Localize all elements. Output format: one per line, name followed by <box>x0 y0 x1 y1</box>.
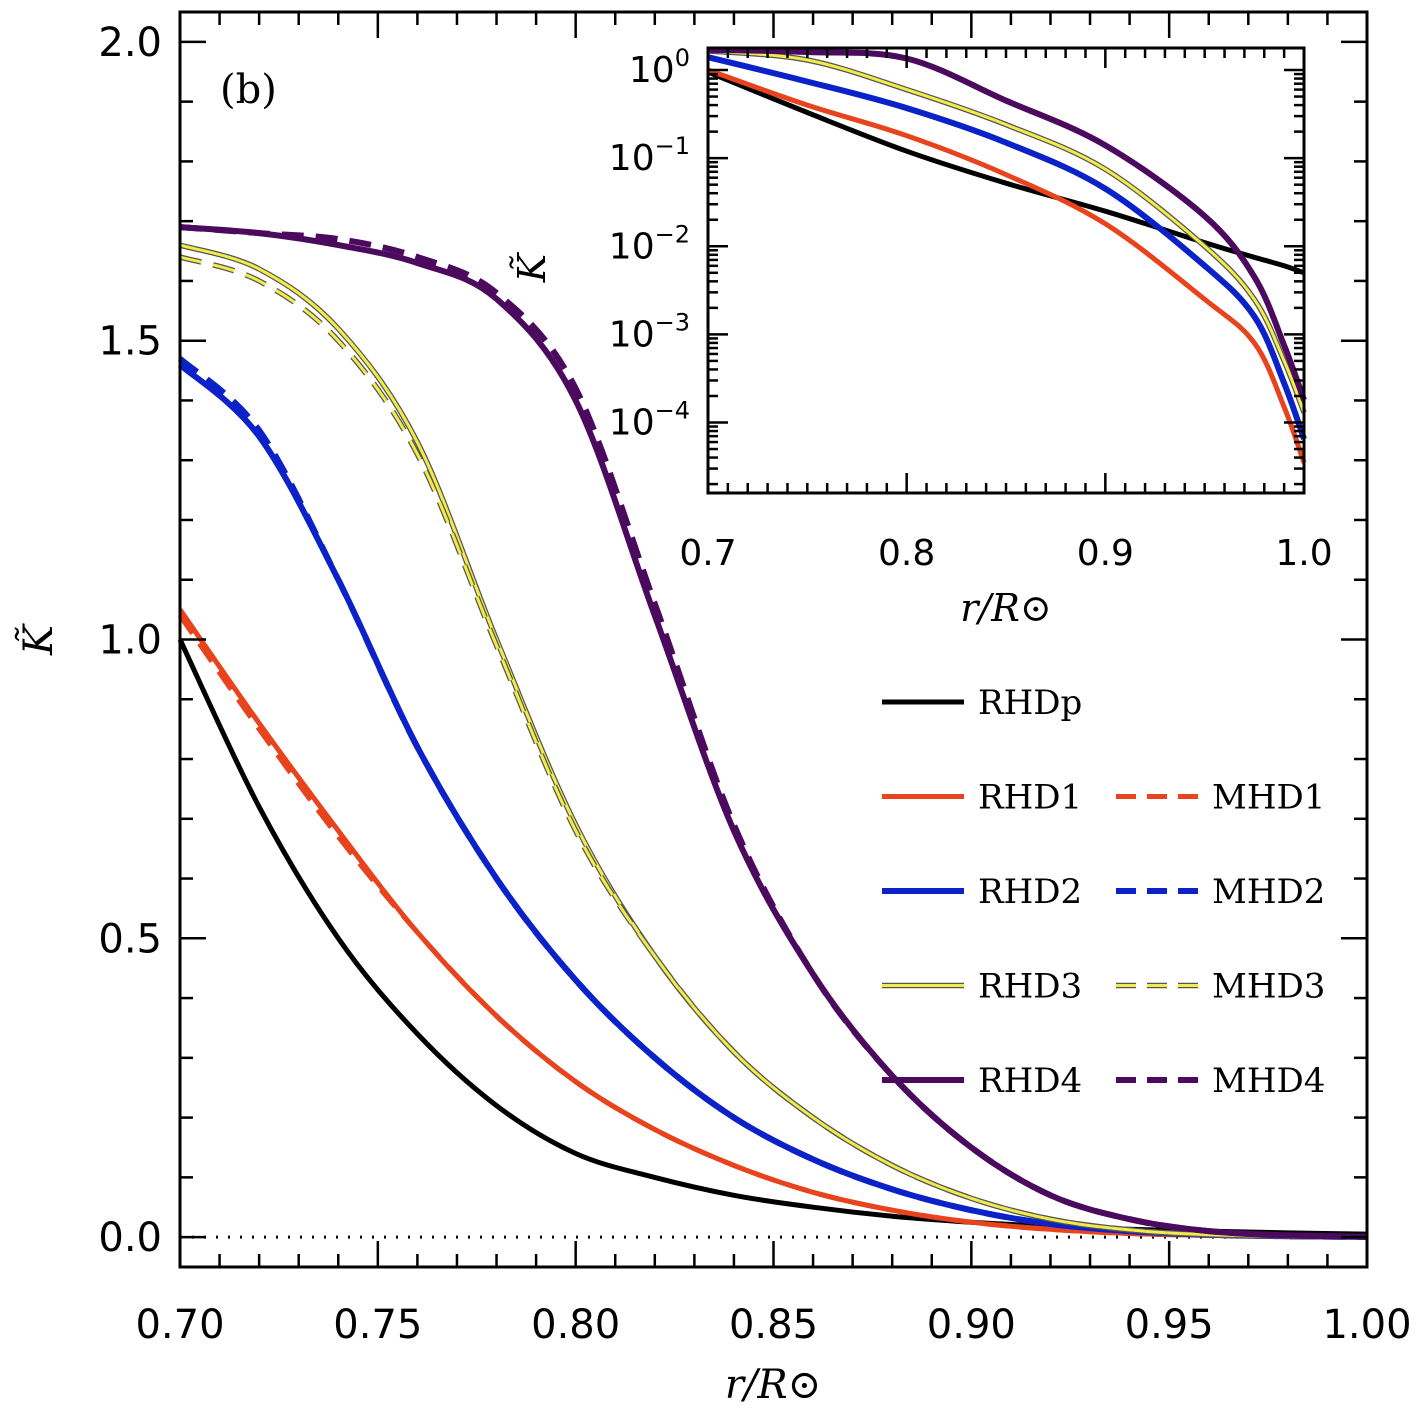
inset-series-rhd1 <box>707 67 1307 464</box>
panel-label: (b) <box>220 67 277 113</box>
x-tick-label: 0.95 <box>1125 1302 1214 1348</box>
inset-x-tick-label: 0.7 <box>679 533 736 574</box>
inset-y-axis-title: K̃ <box>510 251 554 283</box>
inset-y-tick-label: 10−2 <box>609 220 690 267</box>
y-tick-label: 1.5 <box>98 319 162 365</box>
y-tick-label: 0.5 <box>98 916 162 962</box>
series-mhd4 <box>179 224 1368 1240</box>
inset-series-rhd3 <box>707 49 1306 414</box>
inset-y-tick-base: 10 <box>609 226 655 267</box>
legend-label-mhd3: MHD3 <box>1212 967 1325 1007</box>
legend-label-mhd4: MHD4 <box>1212 1061 1325 1101</box>
x-axis-title: r/R⊙ <box>725 1362 821 1408</box>
x-tick-label: 0.75 <box>333 1302 422 1348</box>
legend-label-rhdp: RHDp <box>978 683 1082 723</box>
legend-label-rhd1: RHD1 <box>978 778 1082 818</box>
y-tick-label: 0.0 <box>98 1215 162 1261</box>
y-axis-title: K̃ <box>15 623 62 656</box>
x-tick-label: 0.85 <box>729 1302 818 1348</box>
legend-label-mhd1: MHD1 <box>1212 778 1325 818</box>
x-tick-label: 1.00 <box>1322 1302 1411 1348</box>
x-tick-label: 0.80 <box>531 1302 620 1348</box>
inset-y-tick-exponent: −2 <box>655 220 690 248</box>
inset-x-tick-label: 0.9 <box>1077 533 1134 574</box>
inset-y-tick-base: 10 <box>609 403 655 444</box>
inset-x-tick-label: 0.8 <box>878 533 935 574</box>
inset-x-axis-title: r/R⊙ <box>960 586 1051 630</box>
series-mhd3 <box>179 255 1368 1239</box>
inset-y-tick-exponent: −1 <box>655 132 690 160</box>
legend-label-rhd4: RHD4 <box>978 1061 1082 1101</box>
main-axes: 0.70 0.75 0.80 0.85 0.90 0.95 1.000.00.51.01.5… <box>98 10 1412 1348</box>
inset-series-rhdp <box>707 69 1305 276</box>
inset-series-rhd2 <box>707 54 1307 441</box>
inset-series-rhd4 <box>707 46 1307 402</box>
inset-y-tick-base: 10 <box>609 314 655 355</box>
inset-y-tick-label: 100 <box>629 44 690 91</box>
legend-label-rhd2: RHD2 <box>978 872 1082 912</box>
inset-y-tick-base: 10 <box>629 50 675 91</box>
x-tick-label: 0.70 <box>135 1302 224 1348</box>
legend: RHDp RHD1 MHD1 RHD2 MHD2 RHD3 MHD3 RHD4 MHD4 <box>882 683 1325 1101</box>
x-tick-label: 0.90 <box>927 1302 1016 1348</box>
inset-y-tick-exponent: 0 <box>675 44 690 72</box>
inset-y-tick-label: 10−1 <box>609 132 690 179</box>
y-tick-label: 2.0 <box>98 20 162 66</box>
inset-x-tick-label: 1.0 <box>1275 533 1332 574</box>
inset-y-tick-base: 10 <box>609 138 655 179</box>
legend-label-rhd3: RHD3 <box>978 967 1082 1007</box>
y-tick-label: 1.0 <box>98 618 162 664</box>
legend-label-mhd2: MHD2 <box>1212 872 1325 912</box>
inset-y-tick-label: 10−3 <box>609 308 690 355</box>
inset-y-tick-exponent: −4 <box>655 397 690 425</box>
inset-y-tick-label: 10−4 <box>609 397 690 444</box>
main-series <box>177 224 1368 1240</box>
inset-y-tick-exponent: −3 <box>655 308 690 336</box>
